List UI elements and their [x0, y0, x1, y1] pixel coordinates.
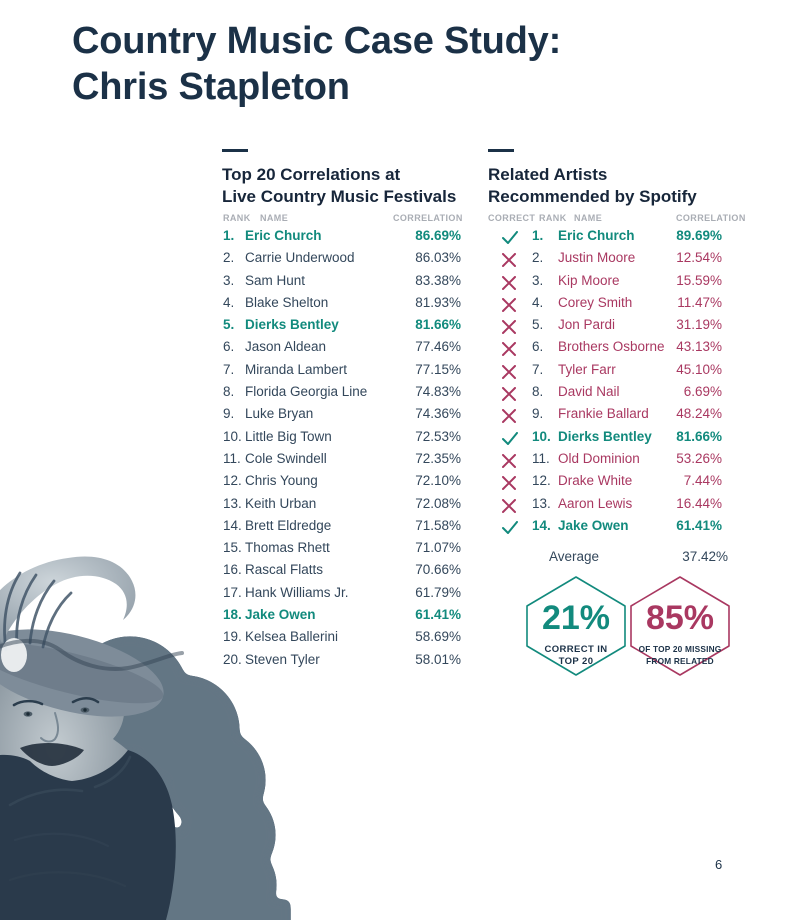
svg-text:85%: 85%: [646, 599, 714, 637]
svg-text:21%: 21%: [542, 599, 610, 637]
svg-text:CORRECT IN: CORRECT IN: [544, 644, 607, 655]
svg-text:FROM RELATED: FROM RELATED: [646, 656, 714, 666]
svg-text:TOP 20: TOP 20: [559, 656, 594, 667]
svg-text:OF TOP 20 MISSING: OF TOP 20 MISSING: [639, 644, 722, 654]
